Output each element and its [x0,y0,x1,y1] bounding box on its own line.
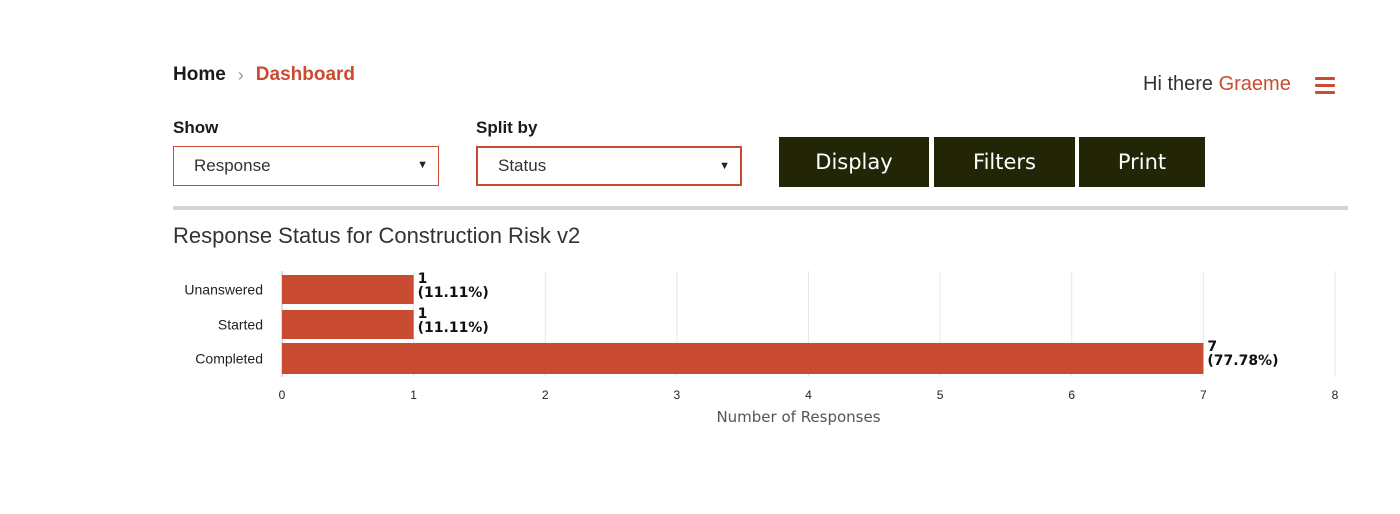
x-tick-label: 8 [1332,388,1339,402]
x-tick-label: 2 [542,388,549,402]
x-tick-label: 4 [805,388,812,402]
value-label: 1 [418,271,428,287]
category-label: Started [218,317,263,333]
show-label: Show [173,118,219,137]
x-tick-label: 6 [1068,388,1075,402]
chevron-down-icon: ▼ [719,160,730,172]
chevron-down-icon: ▼ [417,159,428,171]
user-greeting: Hi there Graeme [1143,73,1291,96]
breadcrumb-current[interactable]: Dashboard [255,64,356,85]
value-label: 1 [418,306,428,322]
print-button[interactable]: Print [1079,137,1205,187]
show-select-value: Response [194,156,271,175]
x-tick-label: 0 [279,388,286,402]
hamburger-menu-icon[interactable] [1315,77,1335,95]
breadcrumb-chevron-icon: › [237,64,244,85]
bar [282,343,1204,374]
breadcrumb-home-link[interactable]: Home [173,64,226,85]
user-name[interactable]: Graeme [1218,73,1291,95]
x-axis-title: Number of Responses [716,408,880,426]
bar [282,310,414,339]
greeting-text: Hi there [1143,73,1214,95]
value-label: 7 [1207,339,1217,355]
breadcrumb: Home › Dashboard [173,64,355,86]
category-label: Completed [195,351,263,367]
x-tick-label: 1 [410,388,417,402]
category-label: Unanswered [184,282,263,298]
section-divider [173,206,1348,210]
split-by-select-value: Status [498,156,547,175]
percent-label: (11.11%) [418,320,489,336]
chart-title: Response Status for Construction Risk v2 [173,223,581,248]
x-tick-label: 3 [674,388,681,402]
percent-label: (77.78%) [1207,353,1278,369]
x-tick-label: 5 [937,388,944,402]
display-button[interactable]: Display [779,137,929,187]
x-tick-label: 7 [1200,388,1207,402]
split-by-label: Split by [476,118,538,137]
show-select[interactable]: Response ▼ [173,146,439,186]
filters-button[interactable]: Filters [934,137,1075,187]
split-by-select[interactable]: Status ▼ [476,146,742,186]
bar [282,275,414,304]
percent-label: (11.11%) [418,285,489,301]
